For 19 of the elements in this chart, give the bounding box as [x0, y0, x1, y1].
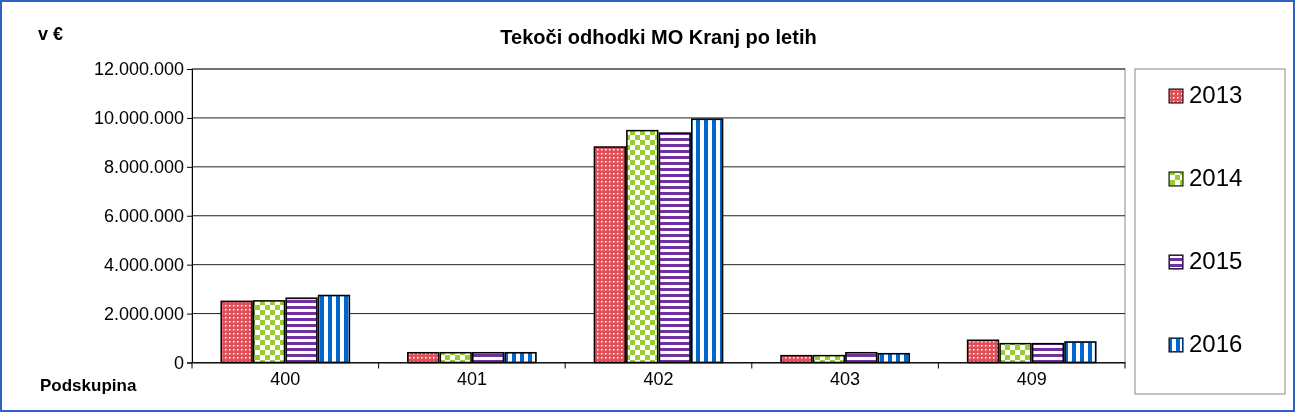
y-tick-label: 6.000.000	[103, 206, 184, 227]
y-tick-label: 10.000.000	[93, 108, 184, 129]
y-tick-label: 8.000.000	[103, 157, 184, 178]
x-axis-title: Podskupina	[40, 375, 137, 395]
x-tick-label: 400	[270, 369, 301, 390]
y-tick-label: 4.000.000	[103, 254, 184, 275]
legend-label: 2015	[1189, 247, 1243, 274]
y-tick-label: 2.000.000	[103, 303, 184, 324]
y-axis-title: v €	[38, 24, 64, 44]
x-tick-label: 403	[830, 369, 861, 390]
y-tick-label: 12.000.000	[93, 59, 184, 80]
legend-label: 2014	[1189, 164, 1243, 191]
legend-label: 2013	[1189, 81, 1243, 108]
x-tick-label: 409	[1016, 369, 1047, 390]
legend-label: 2016	[1189, 330, 1243, 357]
chart-title: Tekoči odhodki MO Kranj po letih	[500, 26, 817, 48]
x-tick-label: 402	[643, 369, 674, 390]
y-tick-label: 0	[173, 352, 184, 373]
x-tick-label: 401	[456, 369, 487, 390]
